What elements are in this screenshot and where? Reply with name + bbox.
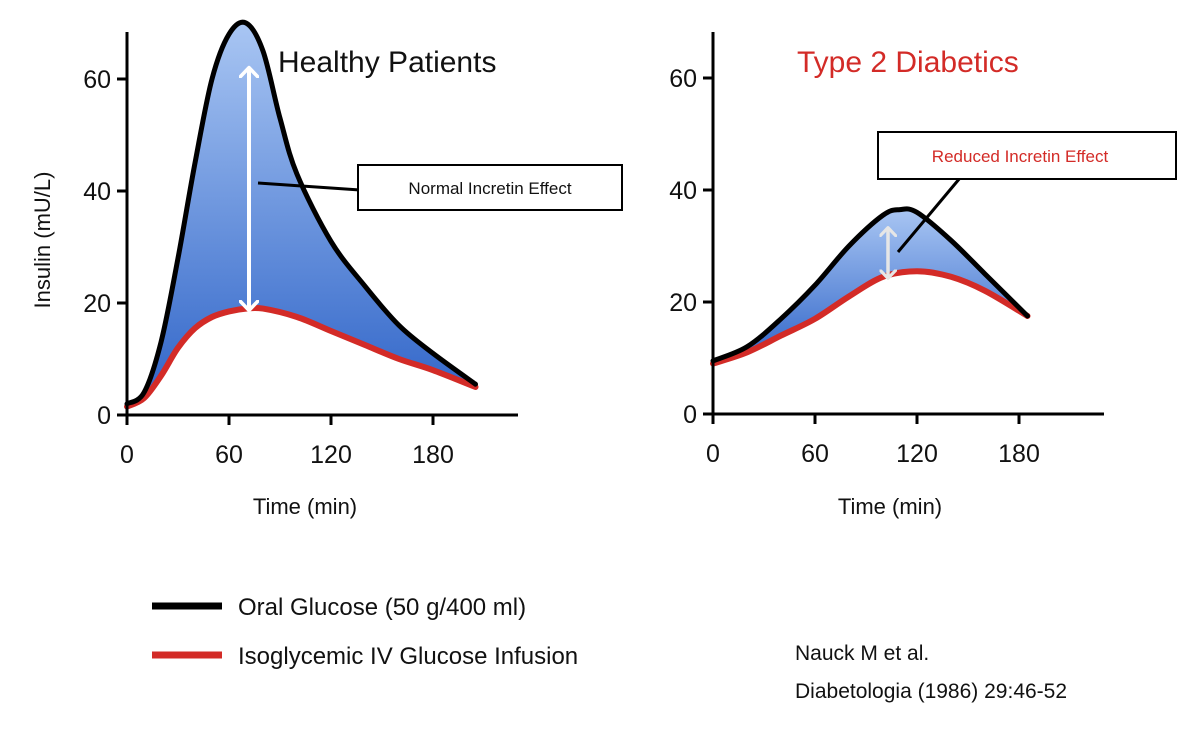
x-tick-label: 60 [801, 440, 829, 468]
x-axis-title: Time (min) [253, 494, 357, 519]
y-axis-title: Insulin (mU/L) [30, 172, 55, 309]
oral-glucose-line [710, 206, 1030, 364]
iv-glucose-line [710, 268, 1031, 367]
axes: 0 20 40 60 0 60 120 180 [669, 32, 1104, 468]
x-axis-title: Time (min) [838, 494, 942, 519]
x-tick-label: 120 [310, 441, 352, 469]
x-tick-label: 0 [706, 440, 720, 468]
x-tick-label: 120 [896, 440, 938, 468]
x-tick-label: 60 [215, 441, 243, 469]
plot-area [710, 206, 1031, 367]
healthy-patients-chart: Normal Incretin Effect Healthy Patients … [30, 19, 623, 519]
plot-area [124, 19, 479, 410]
callout-label: Normal Incretin Effect [408, 179, 571, 198]
legend-label-oral: Oral Glucose (50 g/400 ml) [238, 594, 526, 621]
callout-label: Reduced Incretin Effect [932, 147, 1109, 166]
y-tick-label: 40 [669, 177, 697, 205]
y-tick-label: 60 [669, 65, 697, 93]
x-tick-label: 180 [998, 440, 1040, 468]
citation-authors: Nauck M et al. [795, 642, 929, 665]
callout-leader-line [896, 171, 967, 253]
x-tick-label: 180 [412, 441, 454, 469]
callout-box [357, 164, 623, 211]
legend: Oral Glucose (50 g/400 ml) Isoglycemic I… [152, 594, 578, 670]
incretin-effect-area [713, 208, 1028, 364]
callout-box [877, 131, 1177, 180]
y-tick-label: 40 [83, 178, 111, 206]
incretin-effect-area [127, 22, 476, 407]
citation-journal: Diabetologia (1986) 29:46-52 [795, 680, 1067, 703]
y-tick-label: 0 [97, 402, 111, 430]
x-tick-label: 0 [120, 441, 134, 469]
oral-glucose-line [124, 19, 478, 407]
panel-title: Type 2 Diabetics [797, 46, 1019, 79]
y-tick-label: 0 [683, 401, 697, 429]
y-tick-label: 20 [83, 290, 111, 318]
panel-title: Healthy Patients [278, 46, 496, 79]
type-2-diabetics-chart: Reduced Incretin Effect Type 2 Diabetics… [669, 32, 1177, 519]
axes: 0 20 40 60 0 60 120 180 [83, 32, 518, 469]
y-tick-label: 20 [669, 289, 697, 317]
citation: Nauck M et al. Diabetologia (1986) 29:46… [795, 642, 1067, 703]
y-tick-label: 60 [83, 66, 111, 94]
callout-leader-line [257, 181, 361, 192]
legend-label-iv: Isoglycemic IV Glucose Infusion [238, 643, 578, 670]
